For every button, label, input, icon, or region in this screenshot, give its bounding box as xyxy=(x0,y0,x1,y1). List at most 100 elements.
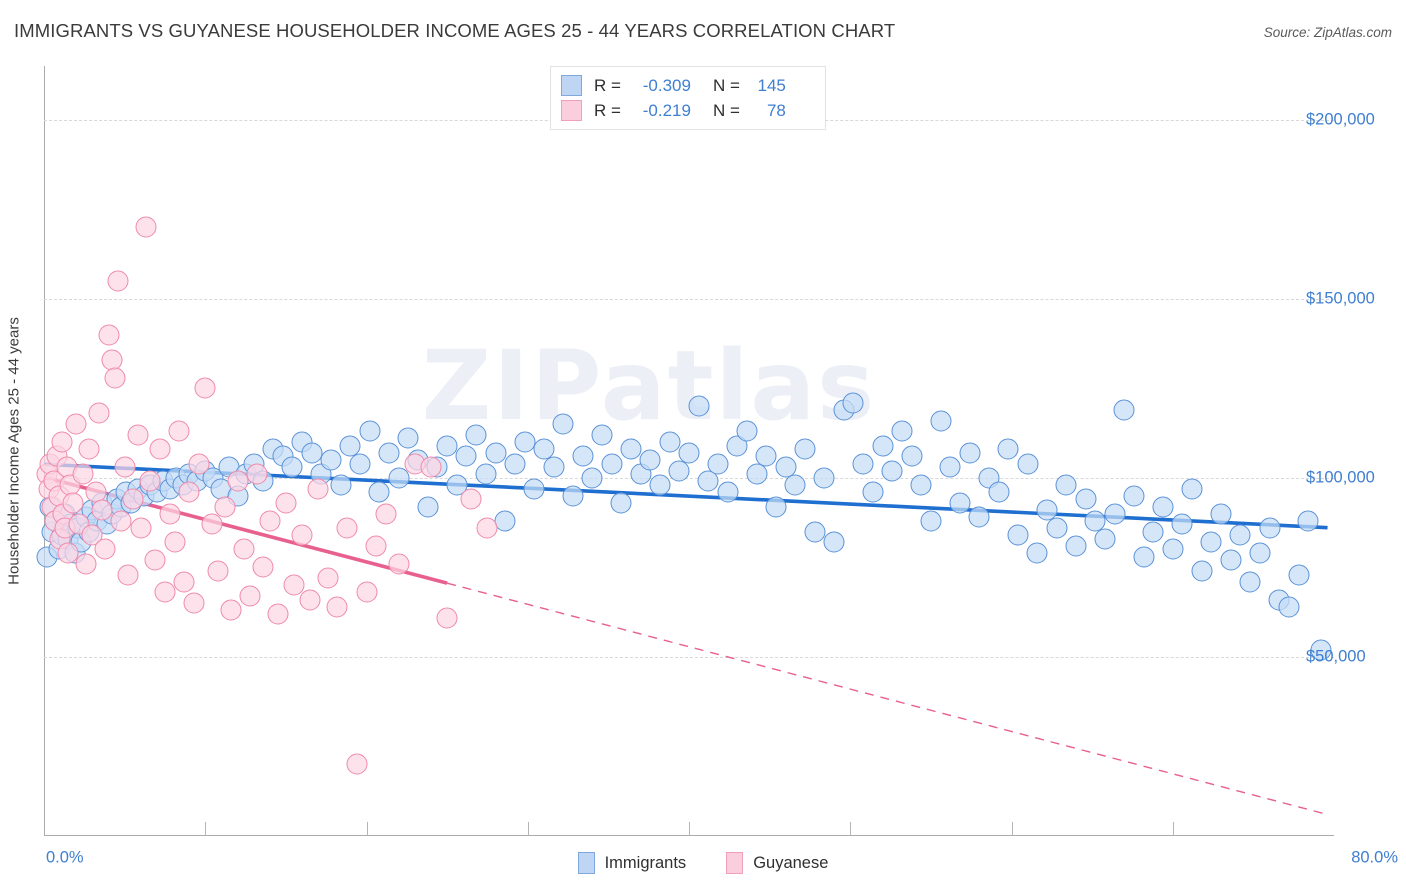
scatter-point-pink xyxy=(122,488,144,510)
scatter-point-blue xyxy=(455,445,477,467)
scatter-point-blue xyxy=(968,506,990,528)
legend-row-immigrants: R = -0.309 N = 145 xyxy=(561,73,815,98)
scatter-point-blue xyxy=(881,460,903,482)
trendline-extension-guyanese xyxy=(446,582,1328,816)
scatter-point-pink xyxy=(375,503,397,525)
scatter-point-pink xyxy=(88,402,110,424)
scatter-point-blue xyxy=(301,442,323,464)
x-axis-max-label: 80.0% xyxy=(1351,848,1398,867)
scatter-point-blue xyxy=(1220,549,1242,571)
scatter-point-blue xyxy=(775,456,797,478)
scatter-point-pink xyxy=(233,538,255,560)
scatter-point-pink xyxy=(436,607,458,629)
scatter-point-pink xyxy=(317,567,339,589)
scatter-point-blue xyxy=(572,445,594,467)
scatter-point-pink xyxy=(252,556,274,578)
scatter-point-blue xyxy=(436,435,458,457)
scatter-point-pink xyxy=(326,596,348,618)
scatter-point-pink xyxy=(149,438,171,460)
scatter-point-pink xyxy=(307,478,329,500)
scatter-point-blue xyxy=(852,453,874,475)
scatter-point-pink xyxy=(239,585,261,607)
scatter-point-pink xyxy=(104,367,126,389)
y-axis-tick-label: $50,000 xyxy=(1306,647,1366,666)
scatter-point-pink xyxy=(57,542,79,564)
scatter-point-pink xyxy=(117,564,139,586)
legend-n-label: N = xyxy=(712,100,740,120)
scatter-point-blue xyxy=(949,492,971,514)
scatter-point-pink xyxy=(388,553,410,575)
scatter-point-blue xyxy=(920,510,942,532)
scatter-point-pink xyxy=(291,524,313,546)
scatter-point-blue xyxy=(1084,510,1106,532)
scatter-point-blue xyxy=(359,420,381,442)
scatter-point-pink xyxy=(78,438,100,460)
y-axis-tick-label: $100,000 xyxy=(1306,468,1375,487)
scatter-point-blue xyxy=(562,485,584,507)
scatter-point-blue xyxy=(378,442,400,464)
y-axis-tick-label: $200,000 xyxy=(1306,110,1375,129)
scatter-point-blue xyxy=(1181,478,1203,500)
scatter-point-blue xyxy=(1075,488,1097,510)
scatter-point-pink xyxy=(183,592,205,614)
scatter-point-blue xyxy=(1200,531,1222,553)
scatter-point-blue xyxy=(1065,535,1087,557)
scatter-point-blue xyxy=(707,453,729,475)
plot-area: Householder Income Ages 25 - 44 years ZI… xyxy=(6,66,1375,836)
scatter-point-blue xyxy=(794,438,816,460)
page-title: IMMIGRANTS VS GUYANESE HOUSEHOLDER INCOM… xyxy=(14,20,896,41)
scatter-point-blue xyxy=(1046,517,1068,539)
scatter-point-blue xyxy=(746,463,768,485)
scatter-point-pink xyxy=(460,488,482,510)
scatter-point-blue xyxy=(368,481,390,503)
y-axis-label: Householder Income Ages 25 - 44 years xyxy=(5,317,23,585)
scatter-point-blue xyxy=(330,474,352,496)
scatter-point-pink xyxy=(214,496,236,517)
scatter-point-blue xyxy=(1278,596,1300,618)
scatter-point-pink xyxy=(139,470,161,492)
scatter-point-blue xyxy=(1239,571,1261,593)
correlation-legend: R = -0.309 N = 145 R = -0.219 N = 78 xyxy=(550,66,826,130)
scatter-point-pink xyxy=(159,503,181,525)
scatter-point-pink xyxy=(72,463,94,485)
scatter-point-pink xyxy=(168,420,190,442)
scatter-point-pink xyxy=(51,431,73,453)
scatter-point-blue xyxy=(1133,546,1155,568)
scatter-point-blue xyxy=(891,420,913,442)
series-legend-item-immigrants[interactable]: Immigrants xyxy=(577,852,686,874)
scatter-point-blue xyxy=(1310,639,1332,661)
scatter-point-blue xyxy=(765,496,787,517)
scatter-point-blue xyxy=(1288,564,1310,586)
series-legend: Immigrants Guyanese xyxy=(0,852,1406,874)
x-axis-tick xyxy=(366,822,368,836)
scatter-point-blue xyxy=(417,496,439,517)
scatter-point-blue xyxy=(485,442,506,464)
scatter-point-blue xyxy=(939,456,961,478)
scatter-point-pink xyxy=(173,571,195,593)
scatter-point-blue xyxy=(736,420,758,442)
series-legend-label: Guyanese xyxy=(753,853,829,872)
scatter-point-pink xyxy=(299,589,321,611)
scatter-point-blue xyxy=(504,453,526,475)
scatter-point-pink xyxy=(62,492,84,514)
scatter-point-blue xyxy=(1123,485,1145,507)
scatter-point-pink xyxy=(275,492,297,514)
scatter-point-pink xyxy=(65,413,87,435)
scatter-point-blue xyxy=(959,442,981,464)
scatter-point-blue xyxy=(1171,513,1193,535)
scatter-point-blue xyxy=(1191,560,1213,582)
legend-r-label: R = xyxy=(594,75,621,95)
scatter-point-blue xyxy=(1259,517,1280,539)
scatter-point-pink xyxy=(267,603,289,625)
scatter-point-pink xyxy=(194,377,216,399)
series-swatch-immigrants-icon xyxy=(577,852,595,874)
scatter-point-blue xyxy=(1113,399,1135,421)
x-axis-tick xyxy=(850,822,852,836)
series-legend-item-guyanese[interactable]: Guyanese xyxy=(726,852,828,874)
scatter-point-blue xyxy=(446,474,468,496)
scatter-point-blue xyxy=(1036,499,1058,521)
scatter-point-blue xyxy=(543,456,565,478)
scatter-point-blue xyxy=(804,521,826,543)
legend-swatch-guyanese-icon xyxy=(561,100,582,121)
scatter-point-pink xyxy=(246,463,268,485)
